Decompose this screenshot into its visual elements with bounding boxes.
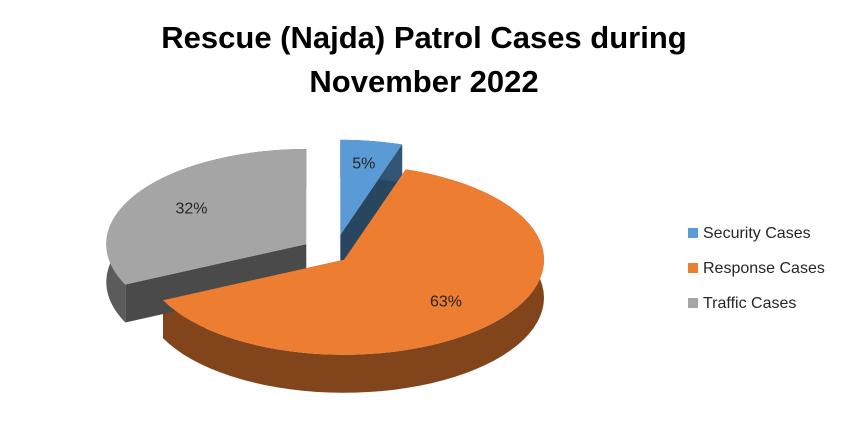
legend-swatch	[688, 298, 698, 308]
legend-label: Security Cases	[703, 225, 811, 242]
pie-slice	[163, 169, 545, 355]
legend-swatch	[688, 263, 698, 273]
pie-slice	[106, 149, 307, 285]
data-label: 63%	[430, 294, 462, 311]
pie-tops	[106, 139, 545, 355]
legend-label: Response Cases	[703, 260, 825, 277]
data-label: 32%	[175, 201, 207, 218]
legend-label: Traffic Cases	[703, 295, 796, 312]
pie-slice	[340, 139, 403, 235]
legend-swatch	[688, 228, 698, 238]
data-label: 5%	[352, 156, 375, 173]
chart-title: Rescue (Najda) Patrol Cases during Novem…	[161, 20, 687, 99]
